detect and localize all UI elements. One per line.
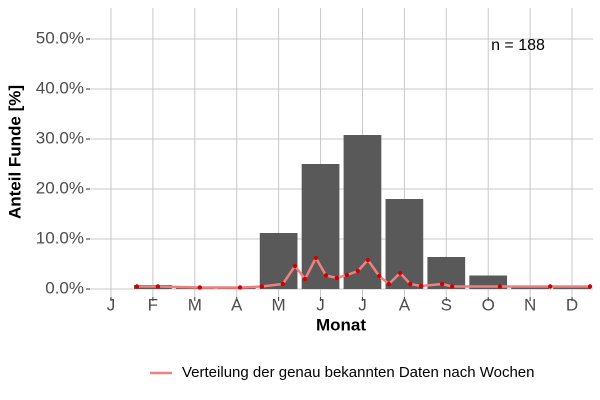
x-tick-label: A: [231, 295, 243, 314]
point: [237, 285, 243, 290]
x-tick-label: M: [188, 295, 202, 314]
bar: [511, 287, 549, 289]
x-tick-label: S: [441, 295, 452, 314]
point: [344, 272, 350, 278]
x-tick-label: O: [482, 295, 495, 314]
x-tick-label: F: [148, 295, 158, 314]
bar: [553, 287, 591, 289]
point: [386, 281, 392, 287]
point: [587, 284, 593, 289]
point: [334, 275, 340, 281]
point: [197, 285, 203, 290]
x-tick-label: J: [316, 295, 325, 314]
x-tick-label: M: [272, 295, 286, 314]
point: [355, 268, 361, 274]
point: [449, 284, 455, 289]
point: [548, 284, 553, 289]
y-axis-title: Anteil Funde [%]: [5, 85, 24, 219]
legend-label: Verteilung der genau bekannten Daten nac…: [182, 364, 535, 381]
x-tick-label: J: [107, 295, 116, 314]
point: [155, 284, 161, 289]
x-tick-label: D: [566, 295, 578, 314]
bar: [301, 164, 340, 289]
point: [377, 273, 382, 279]
point: [497, 284, 503, 289]
point: [302, 276, 308, 282]
y-tick-label: 0.0%: [45, 278, 84, 297]
bar: [259, 233, 298, 289]
point: [134, 284, 140, 289]
y-tick-label: 20.0%: [36, 178, 84, 197]
point: [280, 281, 286, 287]
point: [323, 273, 329, 278]
point: [418, 283, 424, 289]
y-tick-label: 40.0%: [36, 78, 84, 97]
bar: [343, 135, 382, 289]
point: [259, 284, 265, 289]
y-tick-label: 50.0%: [36, 28, 84, 47]
point: [439, 281, 445, 287]
x-tick-label: A: [399, 295, 411, 314]
x-tick-label: J: [358, 295, 367, 314]
point: [292, 263, 298, 269]
x-tick-label: N: [524, 295, 536, 314]
point: [408, 281, 413, 287]
bar: [385, 199, 424, 289]
point: [365, 257, 371, 263]
y-tick-label: 10.0%: [36, 228, 84, 247]
annotation: n = 188: [491, 37, 545, 54]
x-axis-title: Monat: [316, 315, 366, 334]
point: [397, 270, 403, 276]
y-tick-label: 30.0%: [36, 128, 84, 147]
point: [313, 255, 319, 261]
